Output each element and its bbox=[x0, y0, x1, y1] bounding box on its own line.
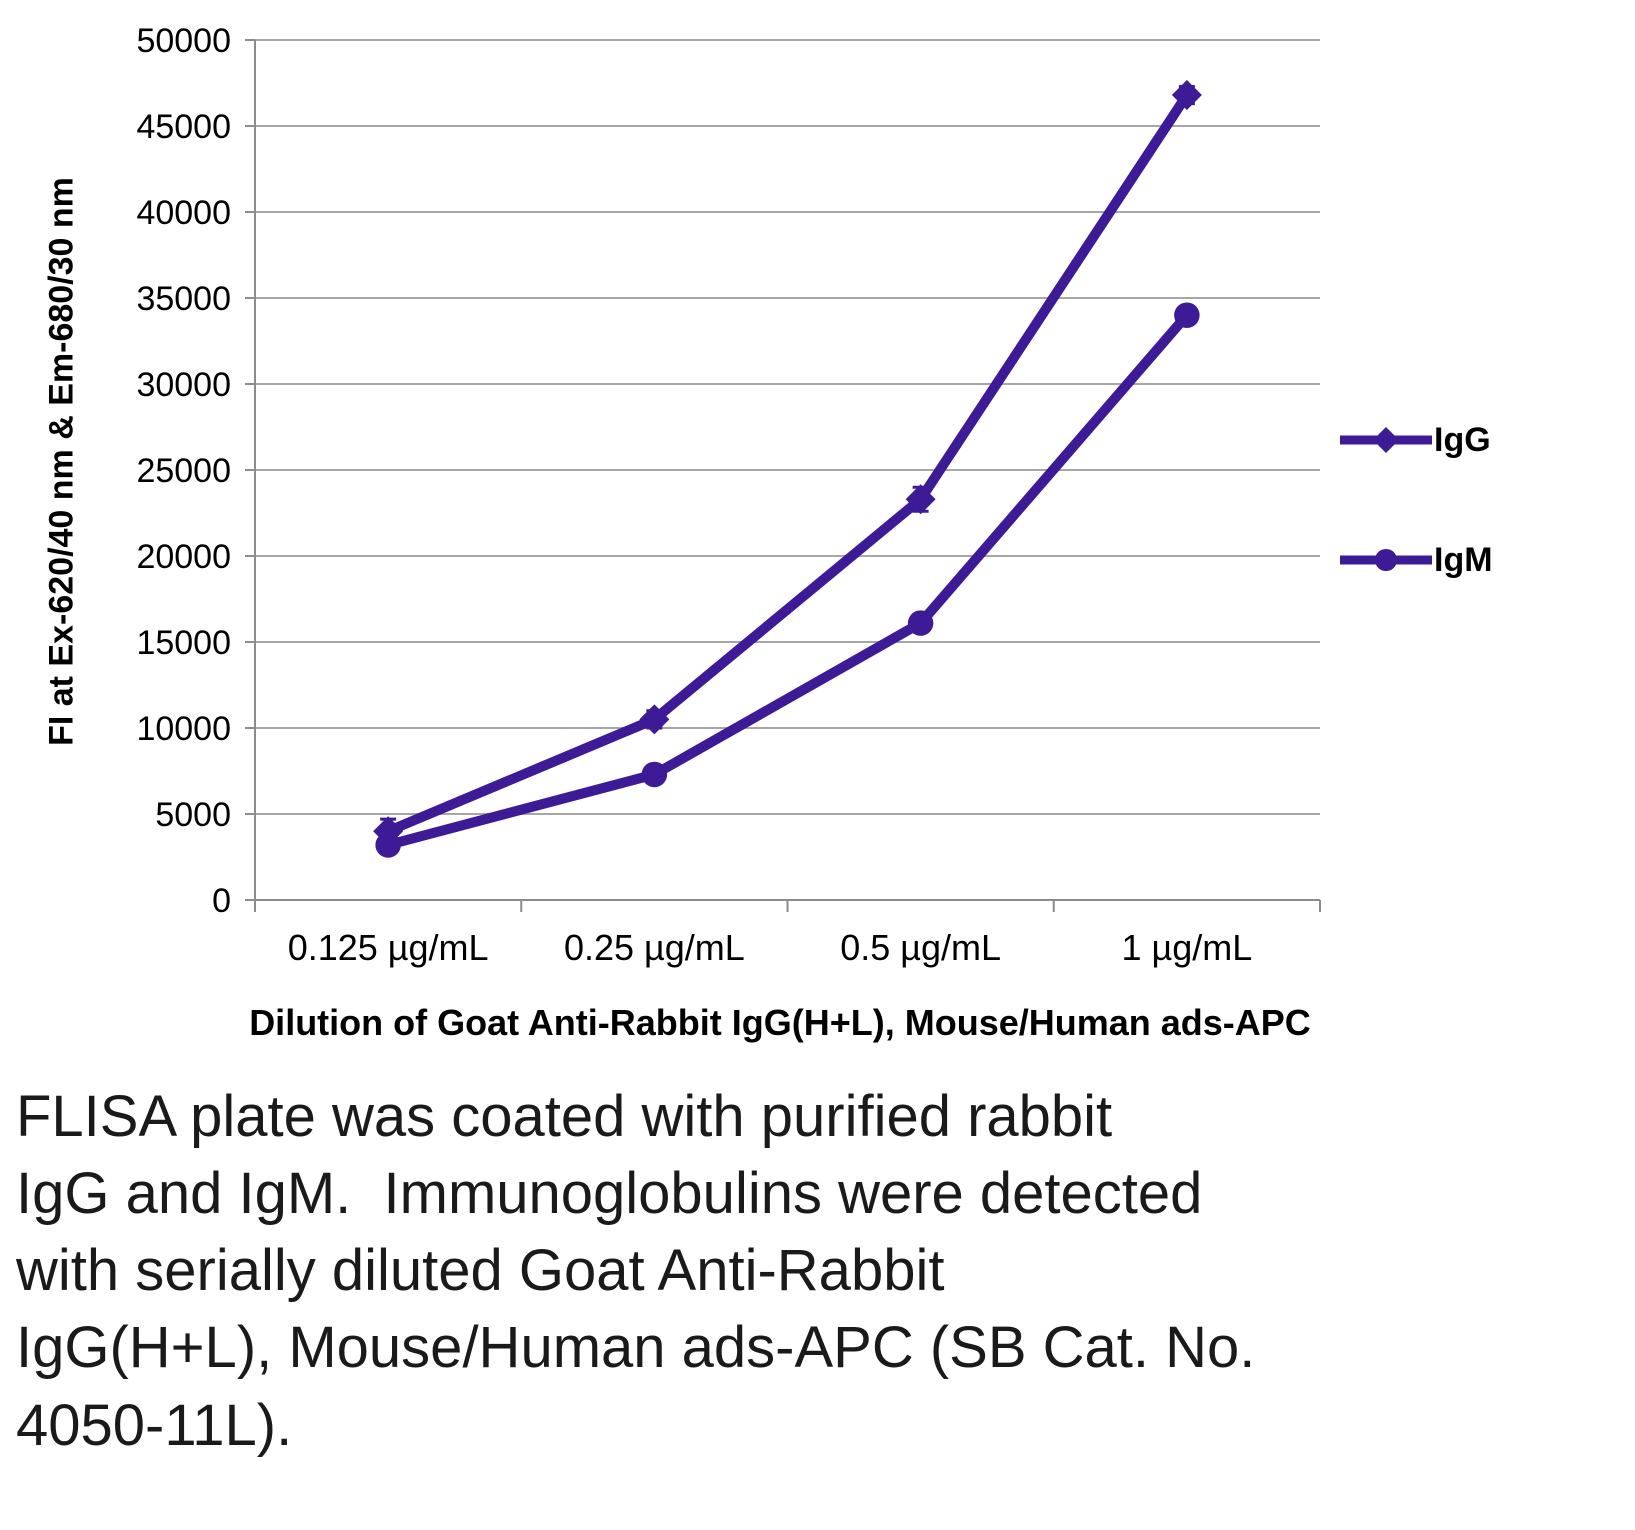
svg-text:40000: 40000 bbox=[136, 194, 231, 232]
svg-text:35000: 35000 bbox=[136, 280, 231, 318]
svg-text:25000: 25000 bbox=[136, 452, 231, 490]
svg-text:50000: 50000 bbox=[136, 22, 231, 60]
svg-text:15000: 15000 bbox=[136, 624, 231, 662]
legend: IgG IgM bbox=[1340, 420, 1493, 660]
legend-item-igg: IgG bbox=[1340, 420, 1493, 460]
legend-item-igm: IgM bbox=[1340, 540, 1493, 580]
svg-text:5000: 5000 bbox=[155, 796, 231, 834]
chart-plot-area: 0 5000 10000 15000 20000 25000 30000 35000 40000… bbox=[136, 22, 1321, 968]
caption-line: IgG(H+L), Mouse/Human ads-APC (SB Cat. N… bbox=[16, 1315, 1256, 1381]
y-axis-title: FI at Ex-620/40 nm & Em-680/30 nm bbox=[42, 177, 81, 746]
svg-text:45000: 45000 bbox=[136, 108, 231, 146]
legend-label-igm: IgM bbox=[1434, 540, 1493, 579]
svg-text:0.25 µg/mL: 0.25 µg/mL bbox=[564, 927, 745, 968]
igm-line-circle-marker-icon bbox=[1340, 548, 1432, 572]
svg-text:30000: 30000 bbox=[136, 366, 231, 404]
svg-text:1 µg/mL: 1 µg/mL bbox=[1121, 927, 1252, 968]
svg-text:20000: 20000 bbox=[136, 538, 231, 576]
caption-line: IgG and IgM. Immunoglobulins were detect… bbox=[16, 1161, 1203, 1227]
x-axis-title: Dilution of Goat Anti-Rabbit IgG(H+L), M… bbox=[249, 1002, 1311, 1043]
igg-line-diamond-marker-icon bbox=[1340, 427, 1432, 453]
svg-text:0.5 µg/mL: 0.5 µg/mL bbox=[840, 927, 1001, 968]
figure-caption: FLISA plate was coated with purified rab… bbox=[16, 1078, 1621, 1464]
svg-text:0.125 µg/mL: 0.125 µg/mL bbox=[288, 927, 489, 968]
svg-text:10000: 10000 bbox=[136, 710, 231, 748]
caption-line: 4050-11L). bbox=[16, 1392, 293, 1458]
caption-line: with serially diluted Goat Anti-Rabbit bbox=[16, 1238, 945, 1304]
legend-label-igg: IgG bbox=[1434, 420, 1491, 459]
caption-line: FLISA plate was coated with purified rab… bbox=[16, 1084, 1113, 1149]
svg-text:0: 0 bbox=[212, 882, 231, 920]
